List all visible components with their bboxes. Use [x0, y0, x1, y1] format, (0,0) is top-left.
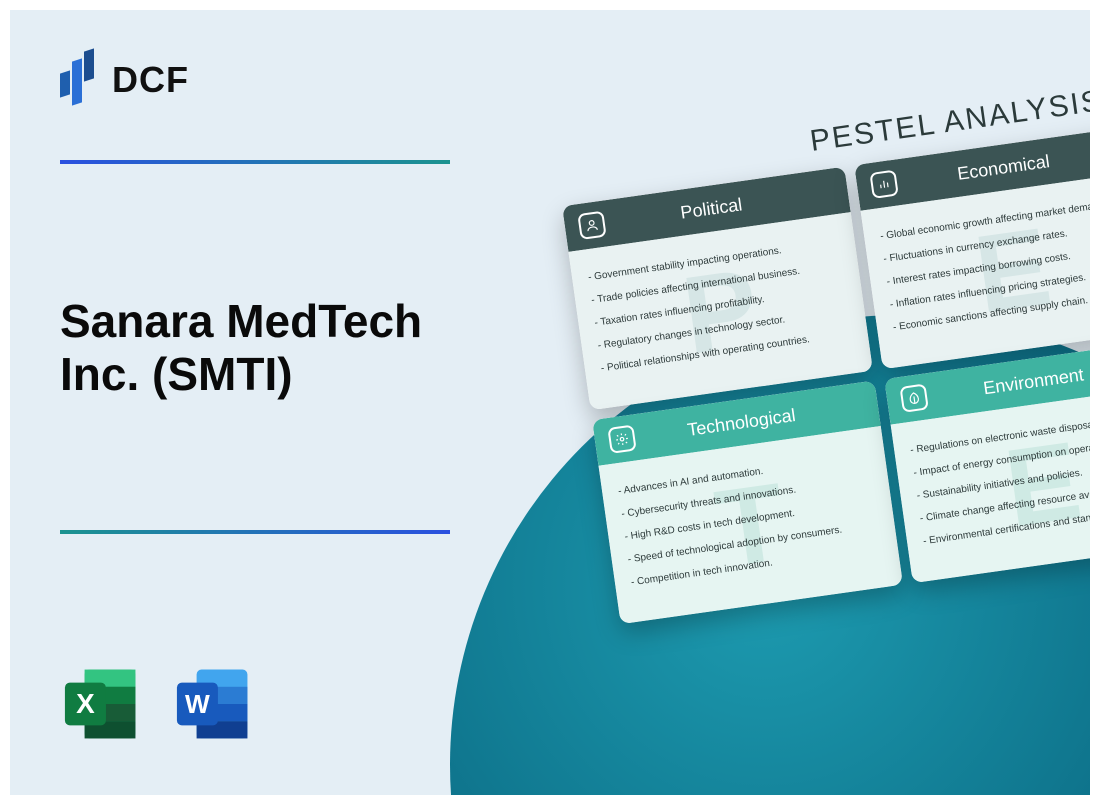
word-icon: W — [172, 663, 254, 745]
divider-bottom — [60, 530, 450, 534]
logo-text: DCF — [112, 59, 189, 101]
card-list: Regulations on electronic waste disposal… — [910, 409, 1090, 548]
svg-text:W: W — [185, 689, 210, 719]
divider-top — [60, 160, 450, 164]
leaf-icon — [899, 383, 928, 412]
card-list: Government stability impacting operation… — [587, 236, 852, 375]
card-list: Global economic growth affecting market … — [879, 195, 1090, 334]
card-title: Environment — [935, 354, 1090, 406]
user-icon — [577, 211, 606, 240]
page-title: Sanara MedTech Inc. (SMTI) — [60, 295, 490, 401]
logo-bars-icon — [60, 50, 102, 110]
card-economical: Economical E Global economic growth affe… — [854, 126, 1090, 370]
pestel-panel: PESTEL ANALYSIS Political P Government s… — [556, 80, 1090, 624]
chart-icon — [869, 170, 898, 199]
svg-text:X: X — [76, 688, 95, 719]
gear-icon — [607, 425, 636, 454]
card-political: Political P Government stability impacti… — [562, 167, 873, 411]
card-list: Advances in AI and automation. Cybersecu… — [617, 450, 882, 589]
pestel-grid: Political P Government stability impacti… — [562, 126, 1090, 625]
card-environment: Environment E Regulations on electronic … — [884, 339, 1090, 583]
card-technological: Technological T Advances in AI and autom… — [592, 381, 903, 625]
logo: DCF — [60, 50, 189, 110]
app-icons-row: X W — [60, 663, 254, 745]
excel-icon: X — [60, 663, 142, 745]
canvas: DCF Sanara MedTech Inc. (SMTI) X W PESTE… — [10, 10, 1090, 795]
